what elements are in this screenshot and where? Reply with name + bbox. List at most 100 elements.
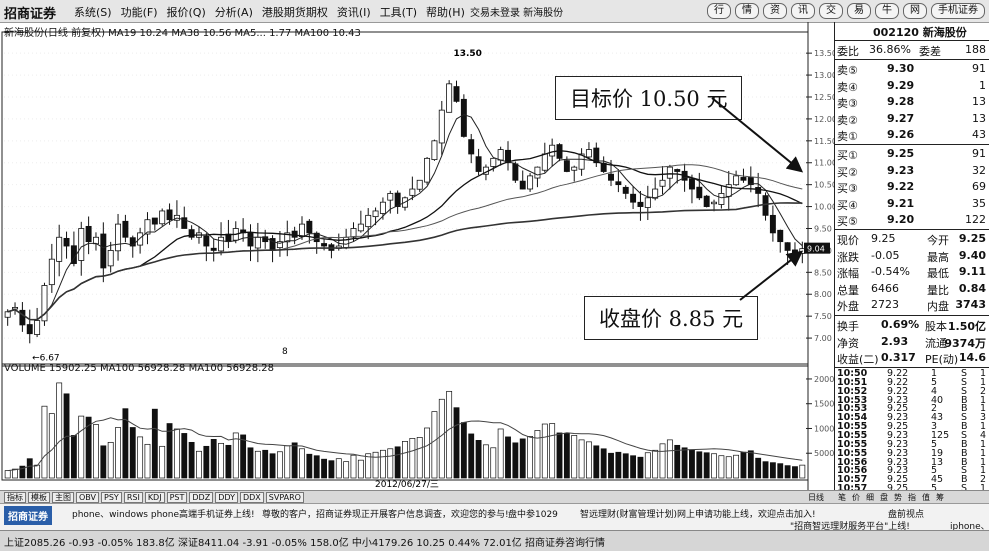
volume-bar [769,462,776,479]
candle-body [115,223,122,252]
stat-value: -0.54% [871,265,910,279]
candle-body [41,285,48,322]
quote-tab[interactable]: 细 [866,493,874,502]
ask-label: 卖① [837,130,858,144]
btn-yi[interactable]: 易 [847,3,871,19]
tick-time: 10:55 [837,447,868,459]
tick-volume: 40 [931,394,944,406]
candle-body [431,140,438,161]
indicator-tab[interactable]: DDY [215,492,238,503]
tick-count: 1 [979,376,986,388]
btn-qing[interactable]: 情 [735,3,759,19]
volume-bar [254,450,261,479]
candle-body [129,237,136,247]
volume-bar [659,443,666,479]
tick-price: 9.23 [887,429,909,441]
menu-quote[interactable]: 报价(Q) [166,6,206,19]
ticker-item-4[interactable]: 智远理财(财富管理计划)网上申请功能上线，欢迎点击加入! [580,510,816,520]
menu-info[interactable]: 资讯(I) [336,6,371,19]
volume-bar [468,433,475,479]
indicator-tab[interactable]: DDZ [189,492,214,503]
weibi-row: 委比 36.86% 委差 188 [835,42,988,58]
ticker-item-7[interactable]: iphone、 [950,522,989,532]
quote-tab[interactable]: 值 [922,493,930,502]
menu-help[interactable]: 帮助(H) [426,6,465,19]
indicator-tab[interactable]: SVPARO [265,492,304,503]
bid-label: 买① [837,149,858,162]
tick-time: 10:55 [837,438,868,450]
volume-bar [711,453,717,479]
volume-bar [593,445,600,479]
quote-tab[interactable]: 筹 [936,493,944,502]
indicator-tab[interactable]: 主图 [52,492,74,503]
indicator-tab[interactable]: RSI [123,492,143,503]
menu-tools[interactable]: 工具(T) [379,6,417,19]
ticker-item-6[interactable]: "招商智远理财服务平台"上线! [790,522,910,532]
candle-body [519,180,526,190]
kline-chart[interactable]: 13.50 13.00 12.50 12.00 11.50 11.00 10.50 10.00… [0,22,834,490]
volume-bar [122,408,129,479]
candle-body [424,157,431,183]
indicator-tab[interactable]: KDJ [144,492,165,503]
weibi-label: 委比 [837,45,859,58]
tick-count: 2 [979,385,986,397]
menu-system[interactable]: 系统(S) [74,6,112,19]
btn-hang[interactable]: 行 [707,3,731,19]
btn-niu[interactable]: 牛 [875,3,899,19]
tick-count: 1 [979,368,986,379]
tick-count: 1 [979,465,986,477]
indicator-tab[interactable]: OBV [76,492,100,503]
stat-row: 外盘 2723 内盘 3743 [835,297,988,313]
indicator-tab-bar: 指标 模板 主图 OBV PSY RSI KDJ PST DDZ DDY DDX SVPARO 日线 … [0,490,989,503]
volume-bar [321,458,327,479]
tick-row: 10:56 9.23 13 B 1 [835,456,988,468]
volume-bar [424,427,430,479]
quote-tab[interactable]: 盘 [880,493,888,502]
candle-body [747,177,754,186]
btn-jiao[interactable]: 交 [819,3,843,19]
ticker-item-1[interactable]: phone、windows phone高端手机证券上线! [72,510,255,520]
indicator-tab[interactable]: 模板 [28,492,50,503]
candle-body [637,201,644,207]
btn-zi[interactable]: 资 [763,3,787,19]
low-annotation: ←6.67 [32,354,60,364]
tick-row: 10:55 9.23 5 B 1 [835,438,988,450]
bid-label: 买⑤ [837,215,858,229]
btn-xun[interactable]: 讯 [791,3,815,19]
quote-tab[interactable]: 势 [894,493,902,502]
candle-body [56,236,63,262]
price-tick-label: 7.00 [814,334,832,343]
candle-body [122,220,129,238]
btn-wang[interactable]: 网 [903,3,927,19]
ticker-item-2[interactable]: 尊敬的客户，招商证券现正开展客户信息调查，欢迎您的参与! [262,510,509,520]
ticker-item-5[interactable]: 盘前视点 [888,510,925,520]
indicator-tab[interactable]: 指标 [4,492,26,503]
candle-body [306,220,313,234]
volume-bar [372,451,379,479]
btn-mobile-securities[interactable]: 手机证券 [931,3,985,19]
quote-tab[interactable]: 价 [852,493,860,502]
stat2-value-2: 9374万 [944,336,986,350]
indicator-tab[interactable]: PSY [101,492,122,503]
candle-body [416,179,423,190]
quote-tab[interactable]: 指 [908,493,916,502]
volume-bar [107,441,114,479]
menu-analysis[interactable]: 分析(A) [214,6,253,19]
tick-row: 10:56 9.23 5 S 1 [835,465,988,477]
candle-body [644,197,651,208]
indicator-tab[interactable]: DDX [239,492,264,503]
candle-body [372,210,379,218]
price-tick-label: 12.50 [814,93,834,102]
stat2-label: 收益(二) [837,353,879,367]
menu-function[interactable]: 功能(F) [120,6,158,19]
quote-tab[interactable]: 笔 [838,493,846,502]
tick-volume: 13 [931,456,944,468]
candle-body [151,217,158,225]
menu-hk-futures[interactable]: 港股期货期权 [261,6,328,19]
price-tick-label: 13.50 [814,49,834,58]
bid-row: 买② 9.23 32 [835,163,988,179]
ticker-item-3[interactable]: 盘中参1029 [508,510,558,520]
indicator-tab[interactable]: PST [166,492,188,503]
ask-price: 9.30 [887,62,915,75]
candle-body [203,235,210,247]
